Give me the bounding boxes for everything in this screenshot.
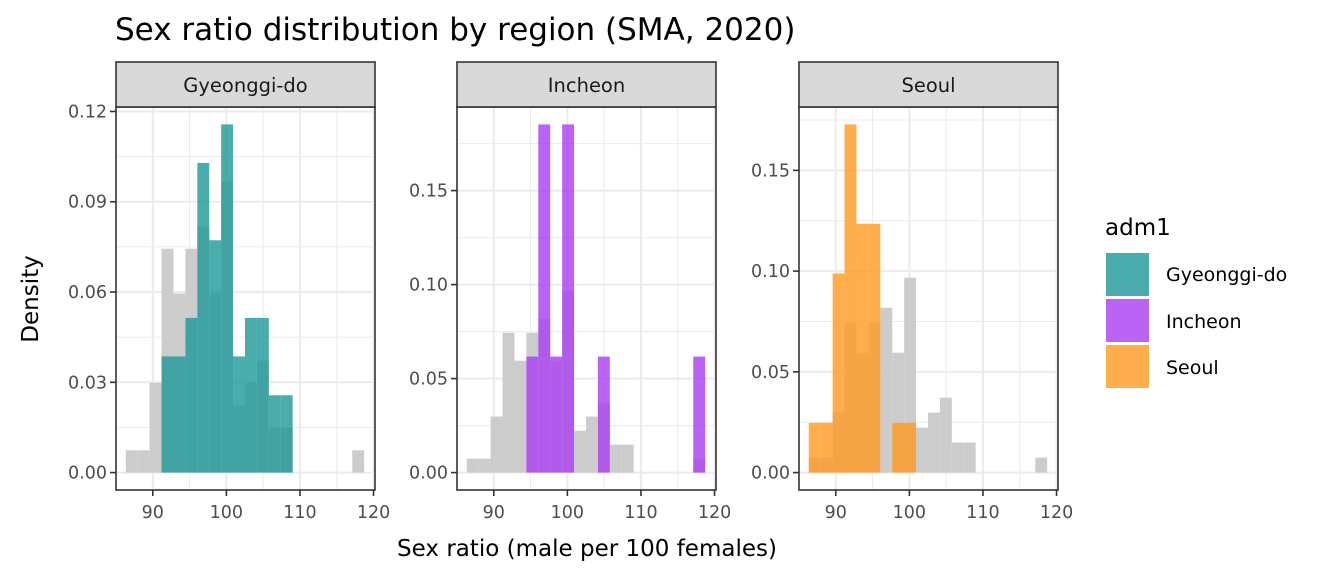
- x-tick-label: 110: [283, 503, 316, 523]
- bar-seoul: [868, 223, 881, 473]
- bar-gyeonggi-do: [173, 356, 186, 473]
- strip-label: Incheon: [548, 74, 625, 97]
- background-bar: [939, 397, 952, 473]
- bar-gyeonggi-do: [209, 240, 222, 473]
- x-tick-label: 120: [698, 503, 731, 523]
- background-bar: [951, 442, 964, 473]
- x-tick-label: 100: [893, 503, 926, 523]
- y-tick-label: 0.03: [68, 373, 107, 393]
- legend-label-incheon: Incheon: [1166, 311, 1242, 333]
- y-tick-label: 0.05: [751, 363, 790, 383]
- bar-incheon: [693, 356, 706, 473]
- legend-key-seoul: [1106, 345, 1149, 388]
- bar-gyeonggi-do: [280, 395, 293, 473]
- background-bar: [149, 382, 162, 473]
- x-tick-label: 110: [624, 503, 657, 523]
- legend-key-incheon: [1106, 299, 1149, 342]
- background-bar: [514, 360, 527, 473]
- bar-gyeonggi-do: [221, 124, 234, 473]
- y-axis-title: Density: [18, 255, 44, 342]
- x-tick-label: 90: [825, 503, 847, 523]
- y-tick-label: 0.10: [751, 262, 790, 282]
- background-bar: [927, 412, 940, 473]
- panel-gyeonggi-do: Gyeonggi-do 90 100 110 120 0.00 0.03 0.06 0.09 0.…: [68, 61, 390, 523]
- x-tick-label: 120: [357, 503, 390, 523]
- bar-incheon: [526, 356, 539, 473]
- legend: adm1 Gyeonggi-do Incheon Seoul: [1105, 215, 1287, 388]
- background-bar: [502, 332, 515, 473]
- background-bar: [880, 307, 893, 473]
- background-bar: [137, 450, 150, 473]
- background-bar: [621, 444, 634, 473]
- legend-label-gyeonggi-do: Gyeonggi-do: [1166, 264, 1287, 286]
- bar-gyeonggi-do: [256, 317, 269, 473]
- panel-incheon: Incheon 90 100 110 120 0.00 0.05 0.10 0.15: [409, 61, 731, 523]
- bar-incheon: [538, 124, 551, 473]
- x-tick-label: 100: [210, 503, 243, 523]
- background-bar: [125, 450, 138, 473]
- x-tick-label: 100: [551, 503, 584, 523]
- y-tick-label: 0.05: [409, 370, 448, 390]
- bar-incheon: [550, 356, 563, 473]
- background-bar: [478, 458, 491, 473]
- y-tick-label: 0.00: [409, 464, 448, 484]
- legend-title: adm1: [1105, 215, 1171, 241]
- legend-key-gyeonggi-do: [1106, 253, 1149, 296]
- bar-seoul: [844, 124, 857, 473]
- facet-panels: Gyeonggi-do 90 100 110 120 0.00 0.03 0.06 0.09 0.…: [68, 61, 1073, 523]
- strip-background: [798, 61, 1059, 108]
- background-bar: [892, 352, 905, 473]
- x-tick-label: 90: [483, 503, 505, 523]
- y-tick-label: 0.15: [751, 161, 790, 181]
- x-tick-label: 120: [1040, 503, 1073, 523]
- y-tick-label: 0.00: [68, 464, 107, 484]
- x-tick-label: 110: [966, 503, 999, 523]
- bar-seoul: [820, 422, 833, 473]
- x-axis-title: Sex ratio (male per 100 females): [397, 536, 777, 562]
- bar-gyeonggi-do: [197, 162, 210, 473]
- background-bar: [904, 277, 917, 473]
- bar-incheon: [597, 356, 610, 473]
- background-bar: [466, 458, 479, 473]
- y-tick-label: 0.09: [68, 193, 107, 213]
- bar-gyeonggi-do: [233, 356, 245, 473]
- x-tick-label: 90: [142, 503, 164, 523]
- y-tick-label: 0.00: [751, 464, 790, 484]
- bar-seoul: [832, 273, 845, 473]
- background-bar: [585, 416, 598, 473]
- bar-gyeonggi-do: [268, 395, 281, 473]
- bar-gyeonggi-do: [185, 317, 198, 473]
- background-bar: [963, 442, 976, 473]
- bar-gyeonggi-do: [244, 317, 257, 473]
- bar-incheon: [562, 124, 575, 473]
- y-tick-label: 0.12: [68, 102, 107, 122]
- strip-background: [456, 61, 717, 108]
- bar-gyeonggi-do: [161, 356, 174, 473]
- panel-seoul: Seoul 90 100 110 120 0.00 0.05 0.10 0.15: [751, 61, 1073, 523]
- bar-seoul: [892, 422, 905, 473]
- bar-seoul: [904, 422, 917, 473]
- legend-label-seoul: Seoul: [1166, 357, 1219, 379]
- strip-label: Gyeonggi-do: [183, 74, 307, 97]
- background-bar: [609, 444, 622, 473]
- background-bar: [352, 450, 365, 473]
- y-tick-label: 0.10: [409, 276, 448, 296]
- background-bar: [574, 430, 586, 473]
- bar-seoul: [856, 223, 869, 473]
- strip-background: [115, 61, 376, 108]
- background-bar: [490, 416, 503, 473]
- bar-seoul: [808, 422, 821, 473]
- y-tick-label: 0.06: [68, 283, 107, 303]
- background-bar: [1035, 457, 1048, 473]
- strip-label: Seoul: [901, 74, 955, 97]
- y-tick-label: 0.15: [409, 182, 448, 202]
- background-bar: [916, 427, 928, 473]
- chart-title: Sex ratio distribution by region (SMA, 2…: [115, 12, 795, 48]
